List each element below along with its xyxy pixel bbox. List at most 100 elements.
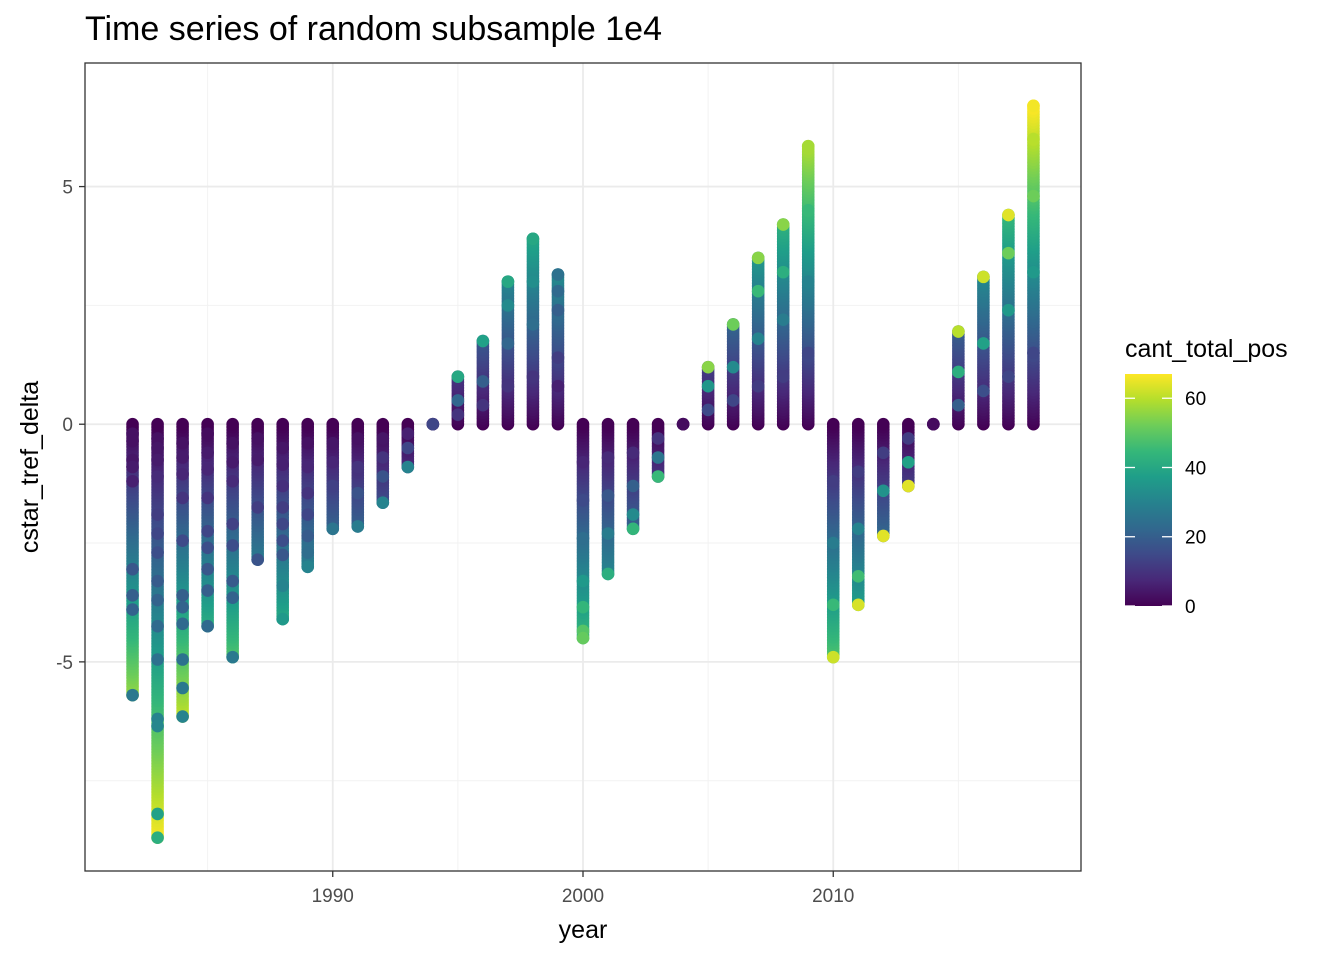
data-point	[826, 417, 840, 431]
x-tick-label: 1990	[312, 886, 354, 907]
data-point	[126, 603, 139, 616]
data-point	[501, 299, 515, 312]
data-point	[326, 417, 340, 431]
data-point	[226, 517, 239, 531]
y-axis: -5 0 5	[56, 178, 85, 674]
data-point	[251, 417, 264, 431]
legend-break-label: 40	[1185, 458, 1206, 479]
data-point	[126, 417, 139, 431]
y-tick-label: 0	[62, 415, 73, 436]
data-point	[877, 446, 890, 460]
data-point	[726, 360, 740, 374]
data-point	[451, 370, 465, 383]
data-point	[326, 522, 340, 536]
data-point	[851, 598, 865, 612]
data-point	[526, 232, 540, 246]
data-point	[151, 593, 164, 607]
data-point	[776, 265, 790, 279]
data-point	[251, 501, 264, 514]
data-point	[201, 584, 214, 597]
data-point	[1027, 346, 1040, 360]
data-point	[301, 486, 315, 500]
data-point	[551, 284, 565, 298]
data-point	[1027, 265, 1040, 279]
data-point	[201, 463, 214, 476]
data-point	[176, 600, 189, 614]
data-point	[376, 496, 390, 509]
data-point	[201, 491, 214, 505]
data-point	[501, 275, 515, 288]
data-point	[851, 570, 865, 583]
data-point	[276, 517, 289, 531]
data-point	[126, 434, 139, 448]
data-point	[1002, 303, 1015, 317]
data-point	[226, 455, 239, 469]
data-point	[376, 417, 390, 431]
data-point	[176, 436, 189, 450]
data-point	[176, 491, 189, 505]
data-point	[551, 379, 565, 393]
data-point	[626, 479, 640, 493]
data-point	[501, 379, 515, 393]
legend-colorbar	[1125, 374, 1172, 606]
data-point	[226, 591, 239, 605]
data-point	[201, 446, 214, 460]
data-point	[326, 479, 340, 493]
data-point	[751, 251, 765, 265]
data-point	[276, 417, 289, 431]
data-point	[576, 455, 590, 469]
data-point	[601, 527, 615, 540]
data-point	[151, 432, 164, 445]
data-point	[576, 574, 590, 588]
data-point	[251, 553, 264, 566]
data-point	[401, 427, 415, 441]
data-point	[651, 417, 665, 431]
data-point	[952, 398, 965, 412]
data-point	[451, 394, 465, 407]
data-point	[301, 529, 315, 543]
data-point	[201, 619, 214, 633]
data-point	[601, 489, 615, 502]
data-point	[201, 427, 214, 441]
data-point	[601, 417, 615, 431]
data-point	[801, 346, 815, 360]
data-point	[626, 417, 640, 431]
data-point	[1002, 370, 1015, 383]
data-point	[977, 384, 990, 398]
data-point	[576, 531, 590, 545]
data-point	[1002, 246, 1015, 260]
data-point	[176, 653, 189, 666]
data-point	[276, 458, 289, 471]
legend-break-label: 20	[1185, 528, 1206, 549]
data-point	[301, 508, 315, 521]
data-point	[351, 520, 365, 533]
data-point	[276, 479, 289, 493]
data-point	[151, 417, 164, 431]
data-point	[201, 524, 214, 538]
data-point	[326, 436, 340, 450]
data-point	[1027, 99, 1040, 113]
data-point	[601, 567, 615, 581]
data-point	[801, 275, 815, 288]
data-point	[651, 470, 665, 483]
data-point	[726, 394, 740, 407]
data-point	[701, 360, 715, 374]
data-point	[1027, 189, 1040, 203]
data-point	[176, 451, 189, 464]
x-tick-label: 2000	[562, 886, 604, 907]
data-point	[401, 441, 415, 455]
data-point	[251, 432, 264, 445]
data-point	[751, 284, 765, 298]
y-tick-label: 5	[62, 178, 73, 199]
data-point	[526, 370, 540, 383]
data-point	[551, 351, 565, 364]
data-point	[226, 474, 239, 488]
data-point	[826, 536, 840, 550]
legend-break-label: 60	[1185, 389, 1206, 410]
data-point	[952, 365, 965, 379]
data-point	[801, 204, 815, 217]
data-point	[226, 539, 239, 552]
data-point	[276, 612, 289, 626]
data-point	[426, 417, 440, 431]
